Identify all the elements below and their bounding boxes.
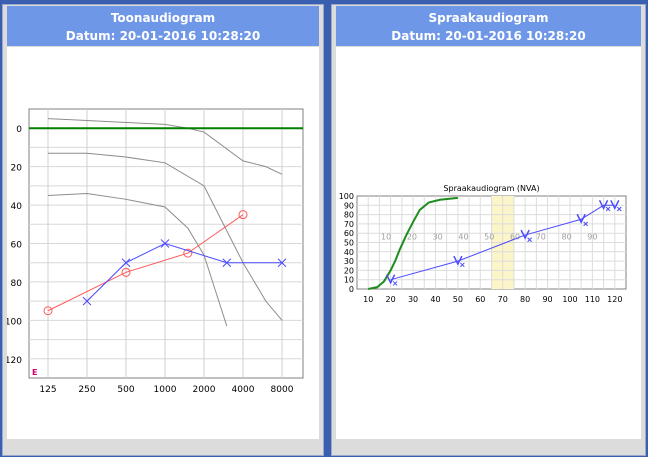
speech-point-v <box>610 199 620 210</box>
speech-point-cross <box>583 221 589 227</box>
tone-boundary-curve <box>47 193 228 327</box>
speech-x-tick-label: 100 <box>562 295 577 304</box>
tone-point-cross <box>160 239 170 248</box>
tone-x-tick-label: 250 <box>78 385 95 395</box>
speech-x-tick-label: 60 <box>475 295 485 304</box>
speech-x-tick-label: 20 <box>386 295 396 304</box>
tone-point-circle <box>121 267 131 277</box>
speech-y-tick-label: 90 <box>344 201 354 210</box>
speech-inner-label: 90 <box>587 233 597 242</box>
speech-y-tick-label: 40 <box>344 248 354 257</box>
speech-x-tick-label: 30 <box>408 295 418 304</box>
speech-x-tick-label: 40 <box>430 295 440 304</box>
speech-inner-label: 80 <box>562 233 572 242</box>
speech-x-tick-label: 90 <box>542 295 552 304</box>
tone-panel-header: Toonaudiogram Datum: 20-01-2016 10:28:20 <box>7 6 319 46</box>
speech-y-tick-label: 80 <box>344 211 354 220</box>
speech-audiogram-chart: Spraakaudiogram (NVA)10 20 30 40 50 60 70 80 900… <box>339 184 627 304</box>
tone-audiogram-panel: Toonaudiogram Datum: 20-01-2016 10:28:20… <box>2 4 324 456</box>
speech-y-tick-label: 10 <box>344 276 354 285</box>
tone-point-cross <box>82 296 92 306</box>
tone-x-tick-label: 1000 <box>154 385 177 395</box>
tone-y-tick-label: 100 <box>7 317 22 327</box>
tone-point-circle <box>238 210 248 220</box>
tone-y-tick-label: 0 <box>16 125 22 135</box>
speech-inner-label: 50 <box>484 233 494 242</box>
speech-chart-title: Spraakaudiogram (NVA) <box>443 184 539 193</box>
speech-x-tick-label: 10 <box>363 295 373 304</box>
tone-panel-date: Datum: 20-01-2016 10:28:20 <box>65 29 261 43</box>
speech-inner-label: 20 <box>407 233 417 242</box>
speech-x-tick-label: 70 <box>498 295 508 304</box>
tone-y-tick-label: 80 <box>11 279 23 289</box>
tone-x-tick-label: 4000 <box>232 385 255 395</box>
speech-point-cross <box>616 206 622 212</box>
speech-point-v <box>520 229 530 240</box>
tone-point-circle <box>43 306 53 316</box>
speech-panel-body: Spraakaudiogram (NVA) 10 20 30 40 50 60 70 80 90 0… <box>336 47 641 439</box>
tone-point-cross <box>277 258 287 268</box>
tone-panel-title: Toonaudiogram <box>110 11 216 25</box>
speech-inner-label: 10 <box>381 233 391 242</box>
tone-y-tick-label: 40 <box>11 202 23 212</box>
speech-inner-label: 40 <box>458 233 468 242</box>
tone-audiogram-chart: 0 20 40 60 80 100 120 125 250 500 1000 2000 4000 8000… <box>5 108 304 395</box>
speech-x-tick-label: 80 <box>520 295 530 304</box>
speech-point-cross <box>460 262 465 268</box>
speech-x-tick-label: 50 <box>453 295 463 304</box>
speech-point-v <box>598 199 609 210</box>
speech-point-cross <box>527 237 532 243</box>
tone-point-cross <box>121 258 131 268</box>
speech-inner-label: 60 <box>510 233 520 242</box>
speech-point-cross <box>392 281 398 286</box>
speech-panel-date: Datum: 20-01-2016 10:28:20 <box>391 29 586 43</box>
tone-y-tick-label: 20 <box>11 164 23 174</box>
tone-x-tick-label: 125 <box>39 385 56 395</box>
speech-y-tick-label: 70 <box>344 220 354 229</box>
tone-x-tick-label: 8000 <box>271 385 294 395</box>
speech-audiogram-panel: Spraakaudiogram Datum: 20-01-2016 10:28:… <box>331 4 646 456</box>
speech-panel-title: Spraakaudiogram <box>428 11 549 25</box>
speech-x-tick-label: 110 <box>585 295 600 304</box>
speech-point-v <box>576 213 586 224</box>
speech-y-tick-label: 60 <box>344 229 354 238</box>
tone-boundary-curve <box>48 152 283 321</box>
tone-panel-body: 0 20 40 60 80 100 120 125 250 500 1000 2000 4000 8000… <box>5 47 319 439</box>
speech-y-tick-label: 20 <box>344 266 354 275</box>
speech-y-tick-label: 0 <box>349 285 354 294</box>
tone-x-tick-label: 2000 <box>193 385 216 395</box>
speech-x-tick-label: 120 <box>607 295 622 304</box>
tone-marker-label: E <box>32 368 37 377</box>
speech-y-tick-label: 50 <box>344 239 354 248</box>
speech-inner-label: 30 <box>433 233 443 242</box>
speech-y-tick-label: 100 <box>339 192 354 201</box>
tone-series-line-1 <box>47 214 244 312</box>
speech-normal-curve <box>368 196 458 290</box>
speech-point-v <box>385 274 396 285</box>
speech-point-v <box>453 255 463 266</box>
speech-inner-label: 70 <box>536 233 546 242</box>
speech-panel-header: Spraakaudiogram Datum: 20-01-2016 10:28:… <box>336 6 641 46</box>
tone-y-tick-label: 60 <box>11 241 23 251</box>
tone-y-tick-label: 120 <box>7 356 22 366</box>
tone-point-cross <box>222 258 232 268</box>
speech-point-cross <box>605 206 611 212</box>
speech-y-tick-label: 30 <box>344 257 354 266</box>
tone-x-tick-label: 500 <box>117 385 134 395</box>
tone-point-circle <box>183 248 193 258</box>
